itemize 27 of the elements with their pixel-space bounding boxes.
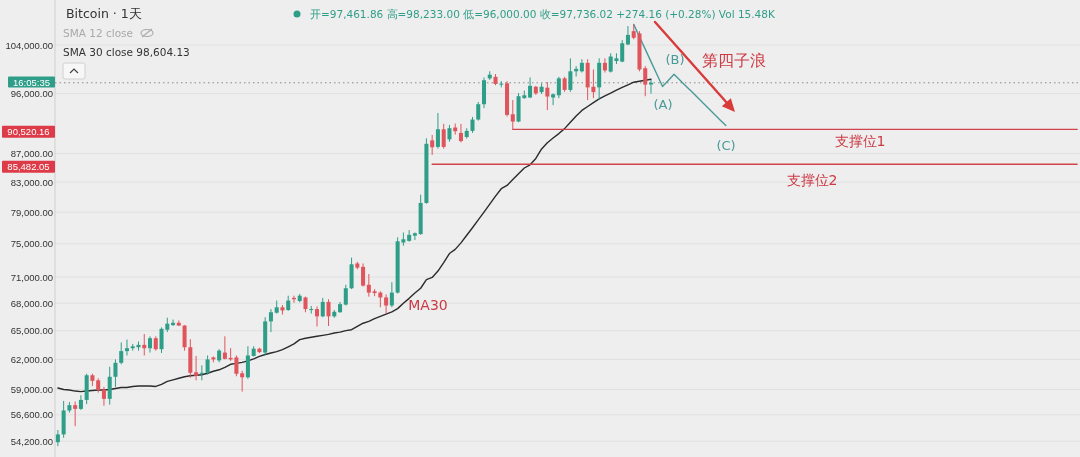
y-tick-label: 104,000.00 <box>5 39 53 51</box>
text: Bitcoin · 1天 <box>66 6 142 21</box>
annotation: (B) <box>665 52 685 67</box>
annotation: 支撑位2 <box>786 172 838 189</box>
text: 16:05:35 <box>13 76 50 88</box>
y-tick-label: 54,200.00 <box>10 435 53 447</box>
y-tick-label: 56,600.00 <box>10 409 53 421</box>
annotation: SMA 30 close 98,604.13 <box>63 46 190 58</box>
y-tick-label: 65,000.00 <box>10 325 53 337</box>
annotation: 开=97,461.86 高=98,233.00 低=96,000.00 收=97,736.02 +274.16 (+0.28%) Vol 15.48K <box>310 8 776 20</box>
y-tick-label: 75,000.00 <box>10 238 53 250</box>
annotation: MA30 <box>408 297 448 313</box>
y-tick-label: 68,000.00 <box>10 297 53 309</box>
text: 85,482.05 <box>7 161 50 173</box>
y-tick-label: 71,000.00 <box>10 271 53 283</box>
y-tick-label: 87,000.00 <box>10 148 53 160</box>
y-tick-label: 59,000.00 <box>10 384 53 396</box>
y-tick-label: 83,000.00 <box>10 176 53 188</box>
annotation: (C) <box>716 138 736 153</box>
y-tick-label: 62,000.00 <box>10 353 53 365</box>
annotation: 第四子浪 <box>702 51 766 70</box>
y-tick-label: 79,000.00 <box>10 206 53 218</box>
annotation: (A) <box>653 97 673 112</box>
text: 90,520.16 <box>7 126 50 138</box>
y-tick-label: 96,000.00 <box>10 88 53 100</box>
annotation: 支撑位1 <box>834 133 886 150</box>
annotation: SMA 12 close <box>63 27 133 39</box>
